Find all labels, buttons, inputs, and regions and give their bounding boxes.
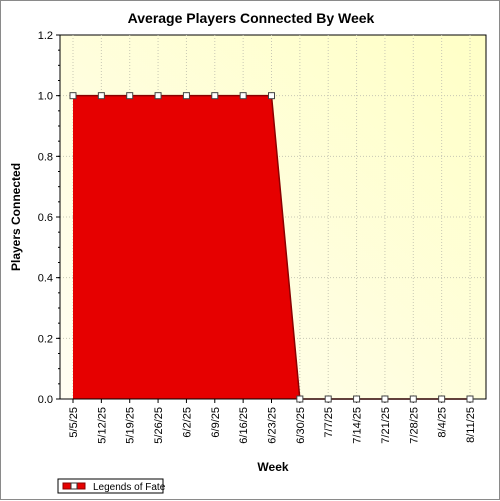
data-point (182, 92, 190, 100)
data-point (324, 395, 332, 403)
x-tick-label: 5/12/25 (96, 407, 108, 444)
x-tick-label: 6/23/25 (267, 407, 279, 444)
x-tick-label: 8/4/25 (437, 407, 449, 438)
data-point (97, 92, 105, 100)
x-tick-label: 5/26/25 (153, 407, 165, 444)
legend-label: Legends of Fate (93, 482, 166, 493)
data-point (466, 395, 474, 403)
x-axis-ticks: 5/5/25 5/12/25 5/19/25 5/26/25 6/2/25 6/9/25 6… (68, 399, 477, 444)
y-tick-label: 0.4 (38, 273, 53, 285)
x-tick-label: 6/30/25 (295, 407, 307, 444)
x-tick-label: 5/5/25 (68, 407, 80, 438)
data-point (438, 395, 446, 403)
x-tick-label: 7/7/25 (323, 407, 335, 438)
y-tick-label: 1.2 (38, 30, 53, 42)
y-tick-label: 0.8 (38, 151, 53, 163)
legend: Legends of Fate (57, 478, 166, 494)
series-area-fill (73, 95, 470, 400)
x-axis-label: Week (257, 460, 288, 474)
chart-title: Average Players Connected By Week (128, 10, 375, 26)
data-point (211, 92, 219, 100)
data-point (154, 92, 162, 100)
x-tick-label: 5/19/25 (125, 407, 137, 444)
x-tick-label: 6/9/25 (210, 407, 222, 438)
data-point (353, 395, 361, 403)
y-tick-label: 1.0 (38, 91, 53, 103)
y-axis-label: Players Connected (9, 163, 23, 271)
x-tick-label: 6/2/25 (181, 407, 193, 438)
data-point (69, 92, 77, 100)
data-point (268, 92, 275, 100)
data-point (239, 92, 247, 100)
y-tick-label: 0.2 (38, 333, 53, 345)
x-tick-label: 7/28/25 (408, 407, 420, 444)
y-tick-label: 0.6 (38, 212, 53, 224)
y-tick-label: 0.0 (38, 394, 53, 406)
data-point (381, 395, 389, 403)
data-points (69, 92, 474, 403)
data-point (409, 395, 417, 403)
data-point (296, 395, 304, 403)
x-tick-label: 6/16/25 (238, 407, 250, 444)
legend-marker (70, 482, 78, 490)
x-tick-label: 8/11/25 (465, 407, 477, 443)
y-axis-ticks: 0.0 0.2 0.4 0.6 0.8 1.0 1.2 (38, 30, 60, 406)
x-tick-label: 7/21/25 (380, 407, 392, 444)
x-tick-label: 7/14/25 (352, 407, 364, 444)
data-point (126, 92, 134, 100)
